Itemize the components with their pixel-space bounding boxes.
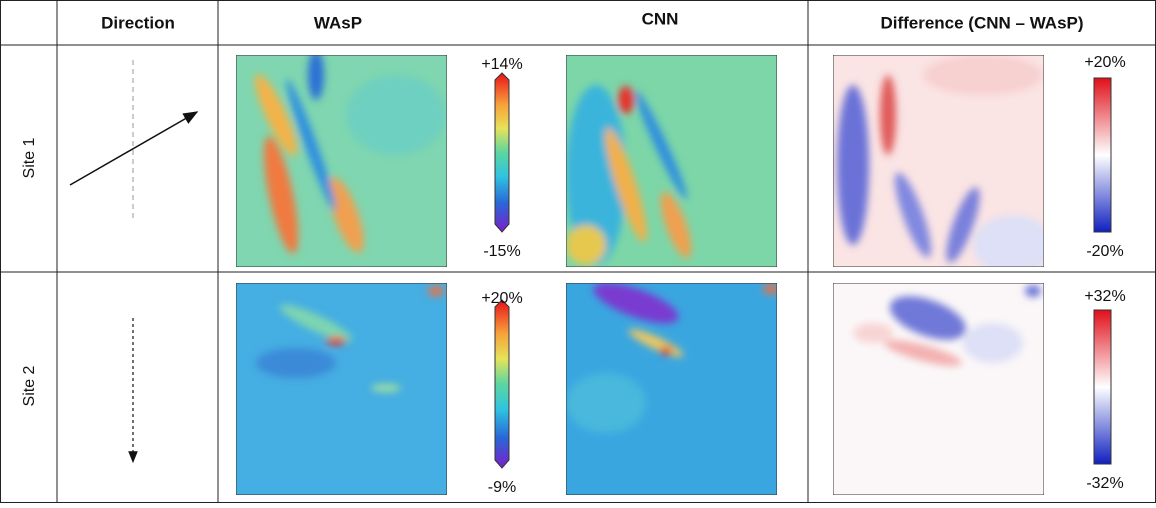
colorbar-max: +20% bbox=[1084, 54, 1125, 71]
colorbar-min: -32% bbox=[1086, 475, 1123, 492]
colorbar-max: +14% bbox=[481, 56, 522, 73]
heatmap bbox=[236, 283, 447, 495]
colorbar bbox=[494, 72, 510, 233]
row-label: Site 2 bbox=[21, 365, 38, 406]
direction-icon bbox=[69, 60, 199, 464]
heatmap bbox=[833, 283, 1044, 495]
colorbar-max: +20% bbox=[481, 290, 522, 307]
colorbar bbox=[1093, 309, 1112, 465]
colorbar-min: -20% bbox=[1086, 243, 1123, 260]
heatmap bbox=[236, 55, 447, 267]
colorbar-max: +32% bbox=[1084, 288, 1125, 305]
header: Direction bbox=[101, 13, 175, 32]
colorbar-min: -15% bbox=[483, 243, 520, 260]
row-label: Site 1 bbox=[21, 137, 38, 178]
heatmap bbox=[833, 55, 1044, 267]
heatmap bbox=[566, 283, 777, 495]
colorbar-min: -9% bbox=[488, 479, 516, 496]
colorbar bbox=[1093, 77, 1112, 233]
header: CNN bbox=[642, 9, 679, 28]
heatmap bbox=[566, 55, 777, 267]
colorbar bbox=[494, 299, 510, 469]
header: Difference (CNN – WAsP) bbox=[880, 13, 1083, 32]
header: WAsP bbox=[314, 13, 362, 32]
